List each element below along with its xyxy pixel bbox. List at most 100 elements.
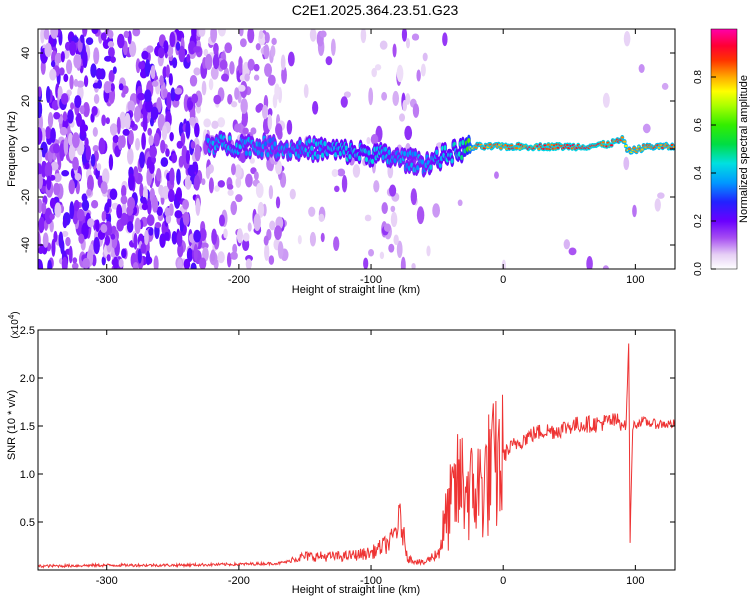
spectrogram-cell: [193, 67, 201, 76]
spectrogram-cell: [145, 250, 151, 266]
spectrogram-cell: [186, 247, 193, 263]
spectrogram-cell: [38, 173, 43, 190]
spectrogram-cell: [318, 213, 325, 222]
spectrogram-cell: [129, 120, 135, 128]
spectrogram-ridge-cell: [310, 145, 314, 151]
spectrogram-cell: [286, 119, 293, 135]
spectrogram-cell: [96, 163, 102, 171]
spectrogram-cell: [401, 29, 408, 42]
spectrogram-cell: [120, 212, 128, 226]
spectrogram-cell: [67, 109, 74, 124]
spectrogram-cell: [201, 242, 209, 249]
spectrogram-cell: [101, 168, 110, 185]
spectrogram-cell: [214, 185, 220, 192]
spectrogram-cell: [235, 177, 242, 189]
spectrogram-cell: [166, 92, 172, 111]
spectrogram-cell: [208, 78, 214, 91]
spectrogram-cell: [368, 87, 374, 106]
spectrogram-cell: [164, 207, 171, 217]
spectrogram-cell: [274, 225, 282, 240]
spectrogram-ridge-cell: [320, 152, 325, 158]
spectrogram-cell: [226, 183, 234, 190]
spectrogram-cell: [194, 144, 201, 162]
spectrogram-cell: [182, 199, 190, 210]
spectrogram-cell: [100, 32, 107, 41]
spectrogram-ridge-cell: [620, 136, 624, 139]
spectrogram-cell: [309, 29, 317, 42]
spectrogram-cell: [62, 111, 68, 122]
snr-y-tick-label: 2.0: [20, 373, 35, 385]
spectrogram-ridge-cell: [499, 147, 503, 150]
spectrogram-x-label: Height of straight line (km): [292, 284, 420, 296]
spectrogram-cell: [98, 137, 106, 155]
spectrogram-ridge-cell: [257, 141, 262, 148]
snr-y-label: SNR (10 * v/v): [6, 390, 18, 460]
spectrogram-cell: [205, 166, 211, 179]
spectrogram-cell: [218, 214, 225, 227]
spectrogram-cell: [86, 188, 92, 196]
spectrogram-cells: [38, 29, 675, 269]
spectrogram-cell: [59, 126, 68, 136]
spectrogram-cell: [250, 127, 257, 135]
spectrogram-ridge-cell: [228, 135, 232, 141]
spectrogram-cell: [160, 157, 169, 168]
spectrogram-cell: [269, 220, 276, 231]
spectrogram-cell: [79, 105, 85, 115]
spectrogram-cell: [379, 251, 385, 260]
snr-x-tick-label: -200: [228, 575, 250, 587]
spectrogram-cell: [170, 87, 176, 102]
spectrogram-cell: [73, 199, 80, 212]
spectrogram-cell: [374, 64, 382, 71]
spectrogram-cell: [146, 214, 155, 227]
spectrogram-cell: [187, 179, 192, 187]
spectrogram-cell: [231, 163, 236, 176]
spectrogram-cell: [331, 168, 339, 178]
spectrogram-cell: [41, 127, 46, 142]
spectrogram-cell: [63, 73, 69, 83]
spectrogram-y-tick-label: 0: [20, 146, 32, 152]
spectrogram-cell: [69, 201, 75, 220]
spectrogram-cell: [175, 41, 181, 51]
spectrogram-cell: [139, 151, 145, 169]
spectrogram-cell: [177, 243, 184, 258]
spectrogram-cell: [371, 67, 377, 78]
spectrogram-cell: [235, 194, 243, 203]
spectrogram-ridge-cell: [460, 154, 464, 161]
spectrogram-cell: [204, 53, 213, 71]
spectrogram-cell: [381, 202, 388, 215]
spectrogram-cell: [257, 201, 265, 218]
spectrogram-cell: [132, 29, 141, 37]
spectrogram-cell: [370, 133, 379, 145]
spectrogram-cell: [247, 222, 252, 232]
spectrogram-cell: [109, 188, 118, 200]
spectrogram-cell: [50, 127, 56, 143]
spectrogram-cell: [112, 134, 119, 144]
spectrogram-cell: [171, 230, 178, 245]
spectrogram-cell: [148, 228, 154, 236]
spectrogram-cell: [232, 243, 238, 254]
spectrogram-cell: [320, 232, 325, 243]
spectrogram-cell: [118, 83, 124, 91]
spectrogram-cell: [82, 50, 88, 69]
spectrogram-cell: [71, 262, 79, 269]
snr-x-tick-label: -100: [360, 575, 382, 587]
spectrogram-cell: [193, 243, 198, 262]
spectrogram-cell: [133, 233, 138, 250]
spectrogram-cell: [121, 85, 129, 95]
spectrogram-cell: [242, 127, 249, 135]
spectrogram-cell: [76, 208, 85, 222]
spectrogram-cell: [277, 241, 284, 259]
spectrogram-cell: [49, 68, 57, 81]
spectrogram-cell: [104, 202, 110, 214]
spectrogram-cell: [343, 91, 351, 98]
spectrogram-cell: [146, 45, 154, 53]
spectrogram-ridge-cell: [609, 144, 614, 147]
spectrogram-cell: [217, 251, 225, 264]
spectrogram-cell: [247, 58, 255, 71]
spectrogram-cell: [416, 69, 421, 82]
spectrogram-cell: [242, 232, 250, 242]
spectrogram-ridge-cell: [364, 156, 369, 163]
spectrogram-cell: [124, 112, 131, 130]
spectrogram-cell: [137, 248, 142, 264]
spectrogram-ridge-cell: [288, 152, 293, 158]
